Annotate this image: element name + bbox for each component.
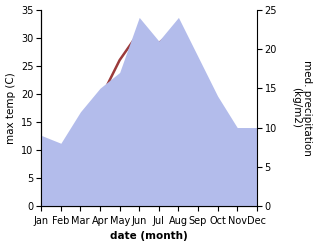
Y-axis label: max temp (C): max temp (C) (5, 72, 16, 144)
X-axis label: date (month): date (month) (110, 231, 188, 242)
Y-axis label: med. precipitation
(kg/m2): med. precipitation (kg/m2) (291, 60, 313, 156)
